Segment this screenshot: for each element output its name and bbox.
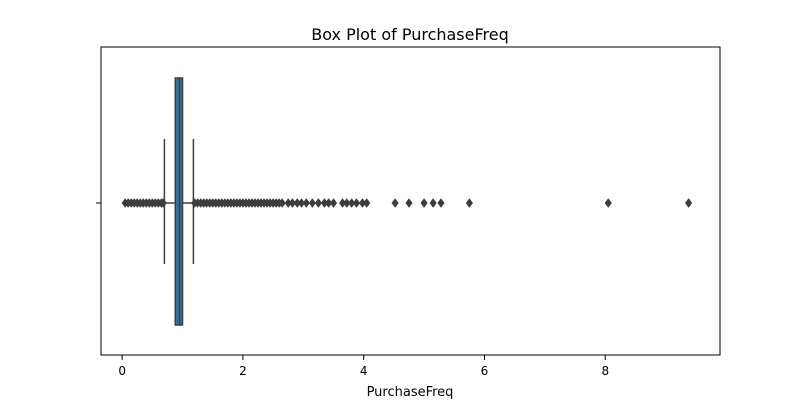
- outlier-point: [363, 198, 371, 208]
- outlier-point: [429, 198, 437, 208]
- plot-frame: [100, 46, 721, 356]
- outlier-point: [278, 198, 286, 208]
- outlier-point: [297, 198, 306, 208]
- x-tick-label: 4: [360, 364, 368, 378]
- outlier-point: [314, 198, 323, 208]
- outlier-point: [352, 198, 361, 208]
- outlier-point: [329, 198, 338, 208]
- outlier-point: [420, 198, 428, 208]
- outlier-point: [159, 198, 167, 208]
- outlier-point: [405, 198, 413, 208]
- x-axis: 0 2 4 6 8: [118, 355, 609, 378]
- outlier-point: [684, 198, 693, 208]
- x-tick-label: 0: [118, 364, 126, 378]
- plot-area: [121, 77, 693, 326]
- outlier-point: [348, 198, 356, 208]
- outlier-point: [343, 198, 351, 208]
- x-tick-label: 8: [601, 364, 609, 378]
- x-tick-label: 2: [239, 364, 247, 378]
- x-tick-label: 6: [481, 364, 489, 378]
- outlier-point: [604, 198, 612, 208]
- outlier-point: [325, 198, 333, 208]
- outlier-point: [288, 198, 297, 208]
- outlier-point: [465, 198, 473, 208]
- outlier-point: [302, 198, 310, 208]
- outlier-point: [437, 198, 445, 208]
- outlier-point: [308, 198, 316, 208]
- x-axis-label: PurchaseFreq: [367, 385, 454, 400]
- chart-title: Box Plot of PurchaseFreq: [311, 25, 509, 44]
- outlier-point: [391, 198, 399, 208]
